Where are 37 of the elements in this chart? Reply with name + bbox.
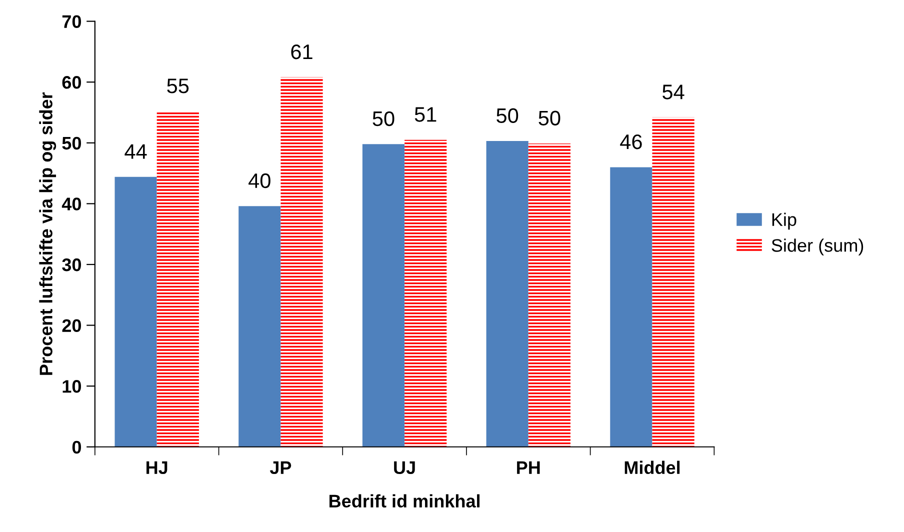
y-tick-label: 0: [72, 440, 81, 454]
bar: [238, 206, 281, 447]
data-label: 46: [620, 134, 642, 150]
data-label: 44: [124, 144, 147, 159]
data-label: 50: [496, 108, 518, 124]
y-tick-label: 50: [62, 136, 81, 150]
bar: [528, 143, 570, 447]
y-tick-label: 60: [62, 76, 81, 89]
x-tick-label: UJ: [394, 461, 415, 474]
y-axis-title: Procent luftskifte via kip og sider: [39, 92, 56, 375]
data-label: 50: [538, 110, 560, 126]
data-label: 51: [414, 107, 436, 122]
bar: [486, 141, 528, 447]
bar: [114, 176, 157, 447]
bar: [610, 167, 652, 447]
data-label: 55: [167, 78, 189, 94]
bar: [280, 77, 323, 447]
y-tick-label: 70: [62, 15, 81, 28]
data-label: 50: [372, 111, 394, 126]
bar: [404, 140, 447, 447]
legend-label: Kip: [772, 212, 796, 230]
data-label: 54: [662, 84, 684, 100]
bar: [156, 111, 199, 447]
y-tick-label: 30: [62, 258, 81, 272]
y-tick-label: 40: [62, 198, 81, 210]
data-label: 61: [291, 44, 312, 60]
x-tick-label: JP: [270, 461, 292, 474]
x-tick-label: HJ: [146, 461, 168, 474]
data-label: 40: [248, 173, 270, 188]
y-tick-label: 20: [62, 319, 81, 332]
x-tick-label: Middel: [624, 460, 680, 474]
y-tick-label: 10: [62, 380, 81, 393]
x-tick-label: PH: [517, 461, 540, 474]
x-axis-title: Bedrift id minkhal: [330, 494, 480, 508]
legend-label: Sider (sum): [772, 238, 864, 256]
bar: [652, 117, 694, 447]
bar: [362, 144, 405, 447]
